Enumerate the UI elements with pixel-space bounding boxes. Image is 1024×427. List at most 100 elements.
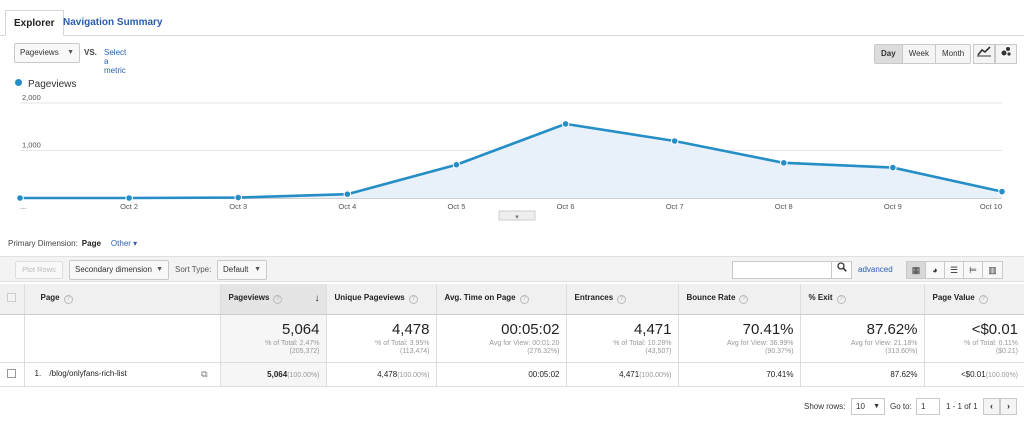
total-value: 87.62%: [866, 320, 918, 338]
pie-view-icon[interactable]: ◕: [926, 262, 945, 278]
data-table-view-icon[interactable]: ▦: [907, 262, 926, 278]
comparison-view-icon[interactable]: ⊨: [964, 262, 983, 278]
open-page-icon[interactable]: ⧉: [201, 368, 208, 379]
help-icon[interactable]: ?: [273, 295, 283, 305]
chart-resize-handle[interactable]: [498, 210, 536, 221]
data-point[interactable]: [234, 193, 243, 202]
total-page-value: <$0.01% of Total: 0.11% ($0.21): [924, 314, 1024, 363]
col-page[interactable]: Page?: [24, 284, 221, 315]
col-exit[interactable]: % Exit?: [800, 284, 925, 315]
help-icon[interactable]: ?: [739, 295, 749, 305]
metric-select[interactable]: Pageviews ▼: [14, 43, 80, 63]
sort-type-select[interactable]: Default ▼: [217, 260, 267, 280]
period-week-button[interactable]: Week: [903, 45, 936, 63]
line-chart-icon[interactable]: [973, 44, 995, 64]
col-unique-pageviews[interactable]: Unique Pageviews?: [326, 284, 437, 315]
help-icon[interactable]: ?: [836, 295, 846, 305]
plot-rows-button[interactable]: Plot Rows: [15, 261, 63, 279]
tab-explorer[interactable]: Explorer: [5, 10, 64, 36]
row-page-link[interactable]: /blog/onlyfans-rich-list: [49, 368, 127, 378]
col-unique-pageviews-label: Unique Pageviews: [334, 293, 405, 303]
pivot-view-icon[interactable]: ▥: [983, 262, 1002, 278]
advanced-filter-link[interactable]: advanced: [858, 265, 893, 274]
period-toggle: Day Week Month: [874, 44, 972, 64]
row-pageviews-pct: (100.00%): [287, 371, 320, 379]
primary-dimension-other-label: Other: [110, 239, 131, 248]
col-page-label: Page: [40, 293, 60, 303]
total-bounce-rate: 70.41% Avg for View: 36.99% (90.37%): [678, 314, 801, 363]
col-pageviews-label: Pageviews: [228, 293, 270, 303]
row-unique-value: 4,478: [377, 369, 398, 379]
data-point[interactable]: [343, 190, 352, 198]
x-tick-label: Oct 3: [229, 202, 247, 211]
total-value: 00:05:02: [501, 320, 560, 338]
show-rows-label: Show rows:: [804, 402, 846, 411]
total-sub: Avg for View: 21.18%: [850, 339, 918, 347]
select-all-checkbox[interactable]: [7, 293, 16, 303]
search-icon[interactable]: [831, 262, 851, 278]
metric-select-value: Pageviews: [20, 48, 59, 57]
totals-empty-cell: [0, 314, 25, 363]
x-tick-label: Oct 7: [666, 202, 684, 211]
help-icon[interactable]: ?: [63, 295, 73, 305]
pagination-footer: Show rows: 10 ▼ Go to: 1 1 - 1 of 1 ‹ ›: [0, 396, 1024, 416]
help-icon[interactable]: ?: [978, 295, 988, 305]
tab-navigation-summary[interactable]: Navigation Summary: [63, 17, 163, 28]
prev-page-icon[interactable]: ‹: [983, 398, 1000, 415]
period-day-button[interactable]: Day: [875, 45, 903, 63]
series-line: [20, 122, 1003, 200]
total-sub: % of Total: 0.11%: [964, 339, 1018, 347]
primary-dimension-other[interactable]: Other ▾: [111, 239, 137, 248]
totals-row: 5,064% of Total: 2.47% (205,372) 4,478% o…: [0, 314, 1024, 363]
col-avg-time[interactable]: Avg. Time on Page?: [436, 284, 567, 315]
data-point[interactable]: [452, 160, 461, 169]
total-value: 5,064: [281, 320, 320, 338]
total-sub: (276.32%): [527, 347, 560, 355]
data-point[interactable]: [779, 159, 788, 167]
table-view-buttons: ▦ ◕ ☰ ⊨ ▥: [906, 261, 1003, 279]
col-page-value[interactable]: Page Value?: [924, 284, 1024, 315]
help-icon[interactable]: ?: [617, 295, 627, 305]
performance-view-icon[interactable]: ☰: [945, 262, 964, 278]
total-sub: Avg for View: 00:01:20: [489, 339, 560, 347]
period-month-button[interactable]: Month: [942, 49, 965, 58]
x-tick-label: Oct 4: [338, 202, 356, 211]
select-metric-link[interactable]: Select a metric: [104, 48, 127, 75]
chevron-down-icon: ▼: [67, 49, 74, 56]
primary-dimension-page[interactable]: Page: [81, 239, 101, 248]
next-page-icon[interactable]: ›: [1000, 398, 1017, 415]
col-bounce-rate[interactable]: Bounce Rate?: [678, 284, 801, 315]
row-exit-value: 87.62%: [890, 369, 918, 379]
help-icon[interactable]: ?: [519, 295, 529, 305]
data-point[interactable]: [16, 194, 24, 202]
col-avg-time-label: Avg. Time on Page: [444, 293, 516, 303]
data-point[interactable]: [998, 187, 1006, 196]
col-pageviews[interactable]: Pageviews? ↓: [220, 284, 327, 315]
row-checkbox-cell: [0, 362, 25, 387]
data-point[interactable]: [670, 137, 679, 145]
goto-input[interactable]: 1: [916, 398, 940, 415]
row-bounce-value: 70.41%: [766, 369, 794, 379]
y-tick-label: 2,000: [22, 93, 41, 102]
show-rows-select[interactable]: 10 ▼: [851, 398, 885, 415]
secondary-dimension-select[interactable]: Secondary dimension ▼: [69, 260, 169, 280]
table-search-input[interactable]: [732, 261, 852, 279]
sort-desc-arrow-icon[interactable]: ↓: [314, 293, 320, 305]
data-point[interactable]: [889, 163, 897, 172]
help-icon[interactable]: ?: [408, 295, 418, 305]
row-checkbox[interactable]: [7, 368, 16, 378]
report-tabs: Explorer Navigation Summary: [0, 10, 1024, 36]
chevron-down-icon: ▾: [515, 214, 519, 221]
row-bounce-rate: 70.41%: [678, 362, 801, 387]
table-row: 1. /blog/onlyfans-rich-list ⧉ 5,064(100.…: [0, 362, 1024, 387]
series-area: [20, 123, 1002, 198]
data-point[interactable]: [125, 194, 133, 202]
col-entrances[interactable]: Entrances?: [566, 284, 679, 315]
total-value: 70.41%: [742, 320, 794, 338]
motion-chart-icon[interactable]: [995, 44, 1017, 64]
y-tick-label: 1,000: [22, 141, 41, 150]
total-entrances: 4,471% of Total: 10.28% (43,507): [566, 314, 679, 363]
sort-type-value: Default: [223, 265, 249, 274]
row-exit: 87.62%: [800, 362, 925, 387]
data-point[interactable]: [561, 120, 570, 128]
